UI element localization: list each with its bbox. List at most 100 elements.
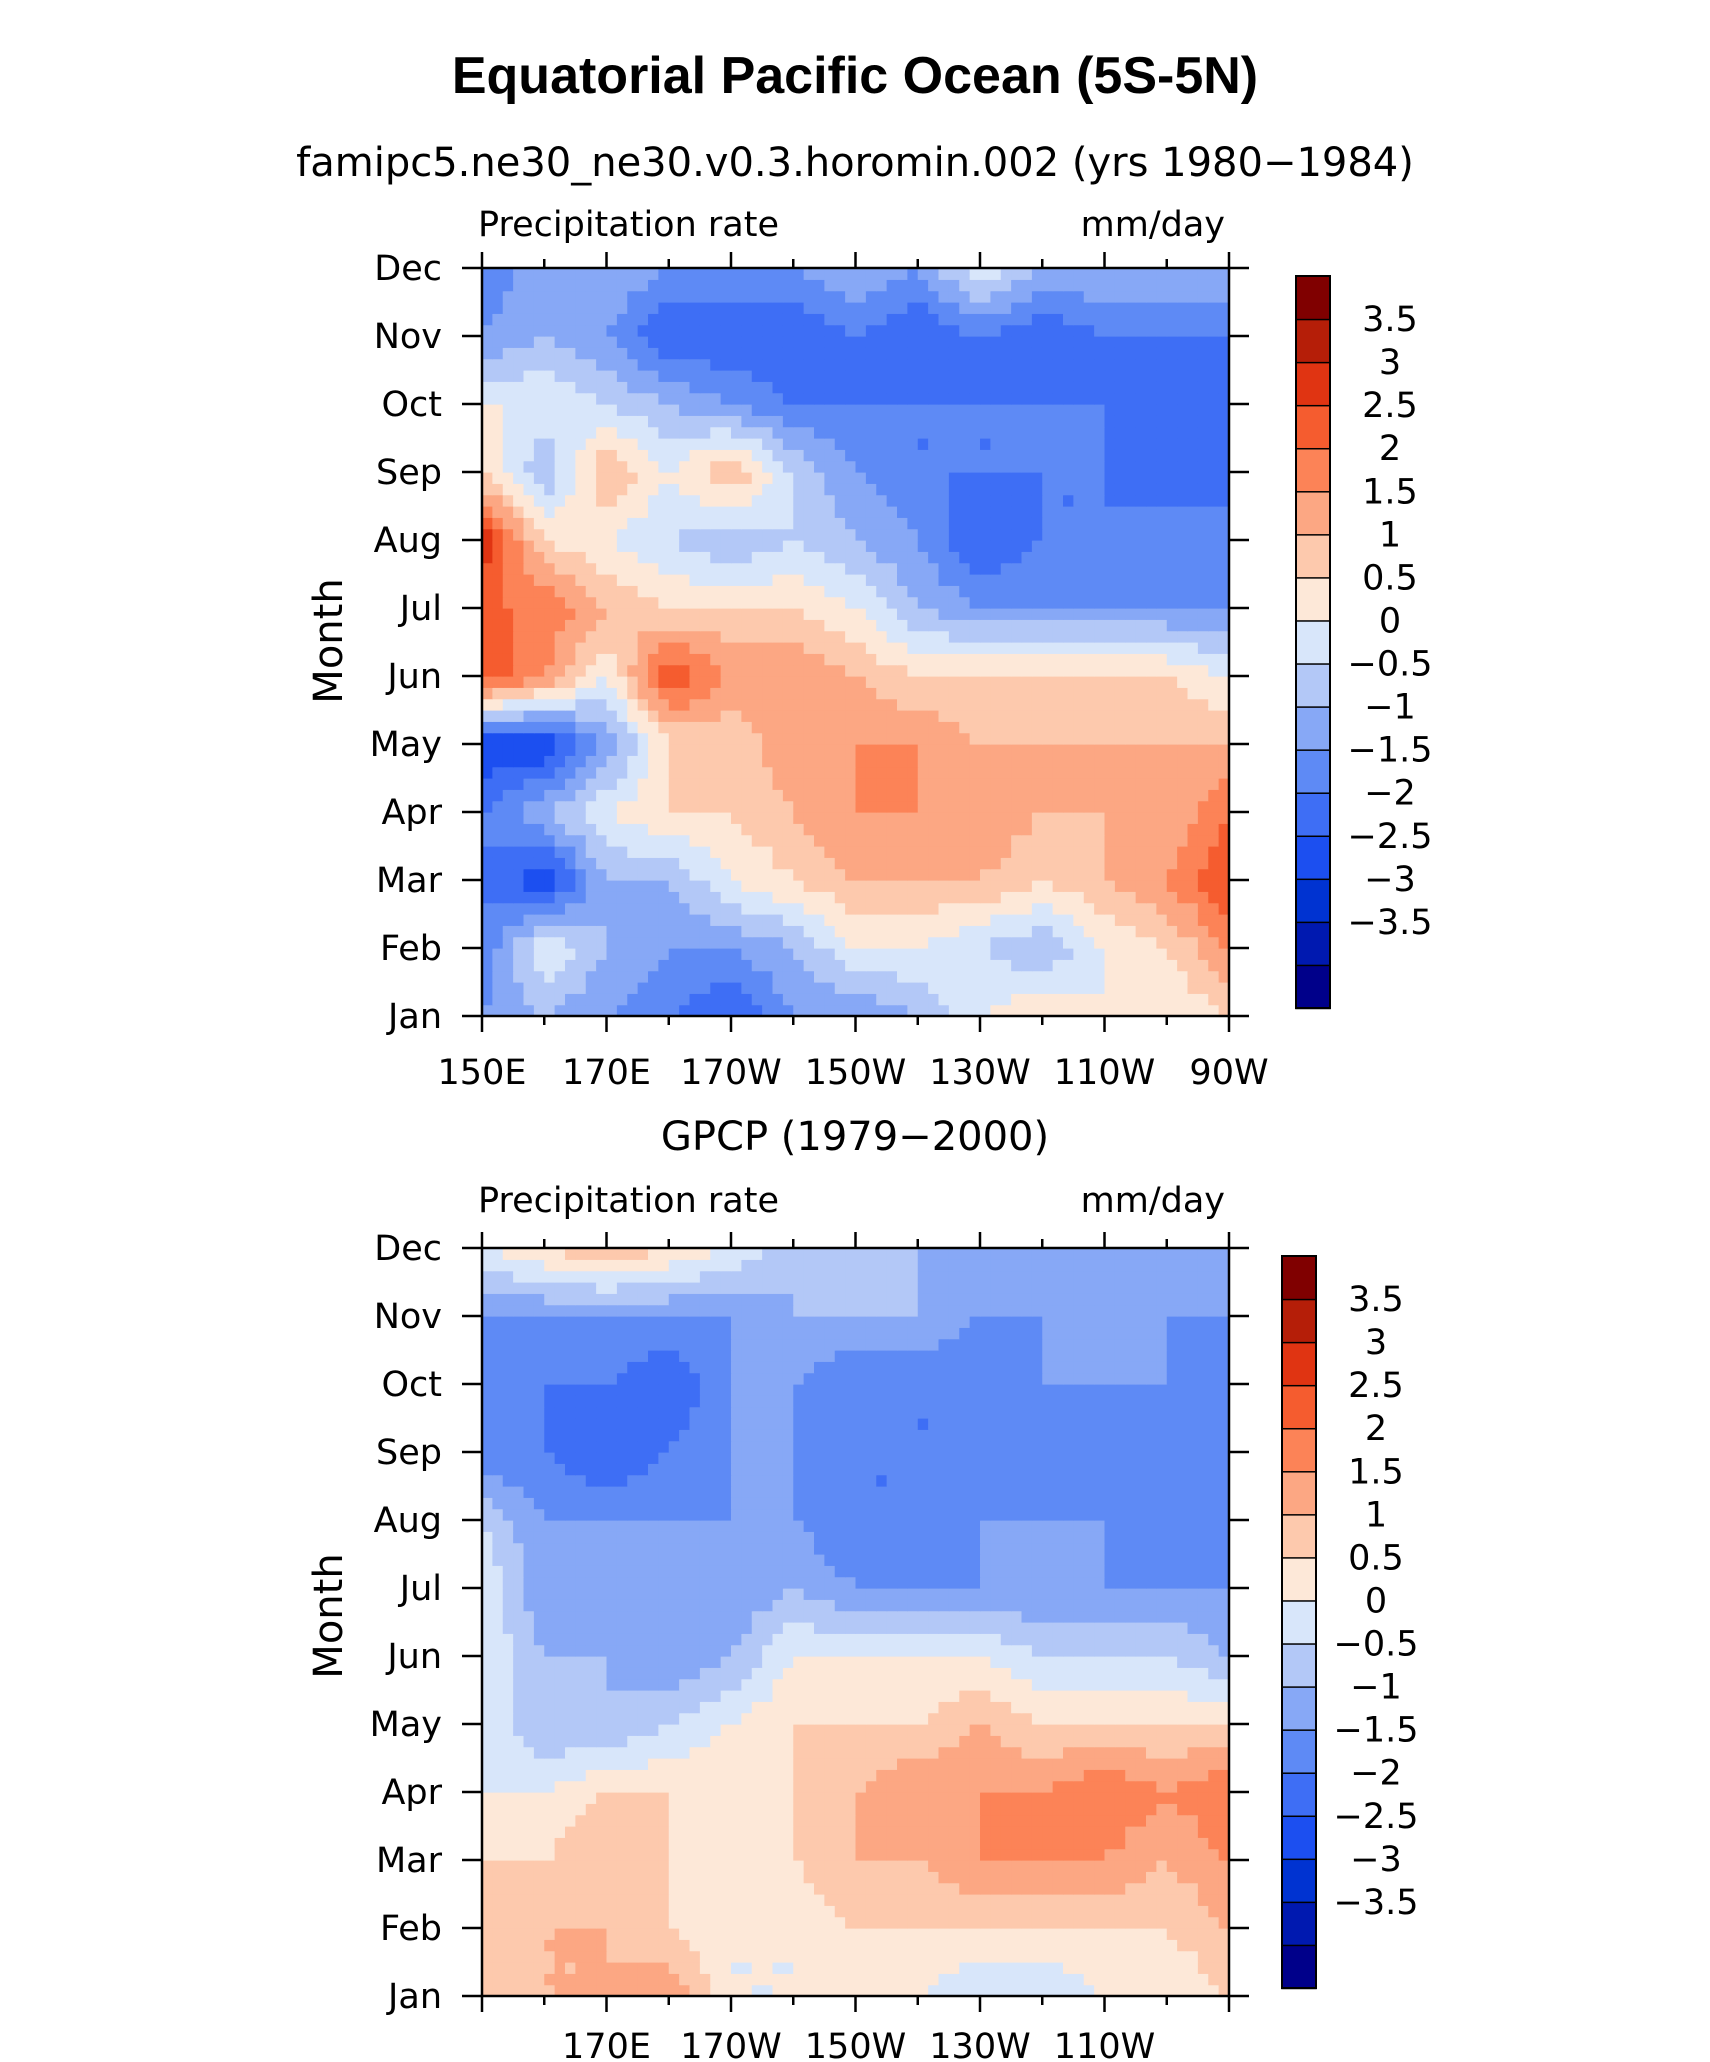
field-cell — [565, 710, 576, 722]
y-tick-label: Feb — [380, 929, 442, 969]
field-cell — [710, 642, 722, 654]
field-cell — [1000, 415, 1012, 428]
field-cell — [1052, 789, 1064, 802]
field-cell — [1125, 664, 1137, 677]
field-cell — [544, 664, 556, 677]
field-cell — [865, 778, 877, 790]
field-cell — [502, 755, 514, 768]
field-cell — [938, 800, 950, 813]
field-cell — [772, 472, 784, 484]
field-cell — [606, 415, 618, 428]
field-cell — [1094, 438, 1106, 450]
field-cell — [637, 370, 649, 382]
field-cell — [596, 744, 608, 756]
field-cell — [596, 517, 608, 530]
field-cell — [865, 914, 877, 926]
field-cell — [1218, 880, 1230, 892]
field-cell — [710, 959, 722, 972]
field-cell — [845, 585, 857, 598]
field-cell — [834, 506, 846, 518]
field-cell — [1083, 664, 1095, 677]
field-cell — [606, 449, 618, 462]
field-cell — [751, 381, 763, 394]
field-cell — [502, 642, 514, 654]
field-cell — [865, 698, 877, 711]
field-cell — [938, 664, 950, 677]
field-cell — [1218, 313, 1230, 326]
field-cell — [907, 1984, 919, 1997]
field-cell — [814, 608, 825, 620]
field-cell — [782, 1973, 794, 1986]
field-cell — [834, 585, 846, 598]
field-cell — [596, 664, 608, 677]
field-cell — [928, 574, 940, 586]
field-cell — [1031, 1004, 1043, 1017]
field-cell — [1125, 596, 1137, 609]
field-cell — [544, 494, 556, 507]
field-cell — [1166, 744, 1178, 756]
field-cell — [938, 540, 950, 552]
field-cell — [554, 880, 566, 892]
field-cell — [917, 902, 929, 915]
field-cell — [803, 268, 815, 280]
field-cell — [855, 902, 867, 915]
field-cell — [803, 721, 815, 734]
field-cell — [990, 766, 1002, 779]
field-cell — [1094, 823, 1106, 836]
field-cell — [596, 460, 608, 473]
field-cell — [627, 313, 639, 326]
field-cell — [658, 336, 670, 348]
field-cell — [544, 619, 556, 632]
field-cell — [1011, 857, 1023, 870]
field-cell — [648, 846, 659, 858]
field-cell — [627, 415, 639, 428]
field-cell — [1177, 868, 1189, 881]
field-cell — [627, 528, 639, 541]
field-cell — [917, 404, 929, 416]
field-cell — [1166, 449, 1178, 462]
field-cell — [1031, 676, 1043, 688]
field-cell — [720, 948, 732, 960]
field-cell — [1177, 948, 1189, 960]
field-cell — [907, 857, 919, 870]
field-cell — [845, 721, 857, 734]
y-tick-label: Mar — [376, 861, 443, 901]
field-cell — [1114, 290, 1126, 303]
field-cell — [1218, 846, 1230, 858]
field-cell — [533, 687, 545, 700]
field-cell — [523, 710, 535, 722]
field-cell — [1187, 970, 1199, 983]
field-cell — [855, 551, 867, 564]
field-cell — [668, 290, 680, 303]
field-cell — [689, 347, 701, 360]
field-cell — [544, 823, 556, 836]
field-cell — [544, 506, 556, 518]
field-cell — [668, 868, 680, 881]
field-cell — [1146, 744, 1157, 756]
field-cell — [959, 868, 971, 881]
field-cell — [1094, 358, 1106, 371]
field-cell — [772, 585, 784, 598]
field-cell — [917, 857, 929, 870]
field-cell — [627, 698, 639, 711]
field-cell — [575, 789, 587, 802]
field-cell — [762, 698, 774, 711]
field-cell — [596, 766, 608, 779]
field-cell — [606, 1973, 618, 1986]
field-cell — [1104, 710, 1116, 722]
field-cell — [1031, 347, 1043, 360]
field-cell — [513, 959, 525, 972]
field-cell — [482, 302, 493, 314]
field-cell — [1135, 302, 1147, 314]
field-cell — [565, 857, 576, 870]
field-cell — [596, 619, 608, 632]
field-cell — [648, 290, 659, 303]
field-cell — [1208, 551, 1220, 564]
field-cell — [1042, 460, 1054, 473]
field-cell — [855, 642, 867, 654]
field-cell — [1094, 766, 1106, 779]
field-cell — [1021, 404, 1033, 416]
field-cell — [585, 324, 597, 337]
field-cell — [502, 766, 514, 779]
field-cell — [1000, 619, 1012, 632]
